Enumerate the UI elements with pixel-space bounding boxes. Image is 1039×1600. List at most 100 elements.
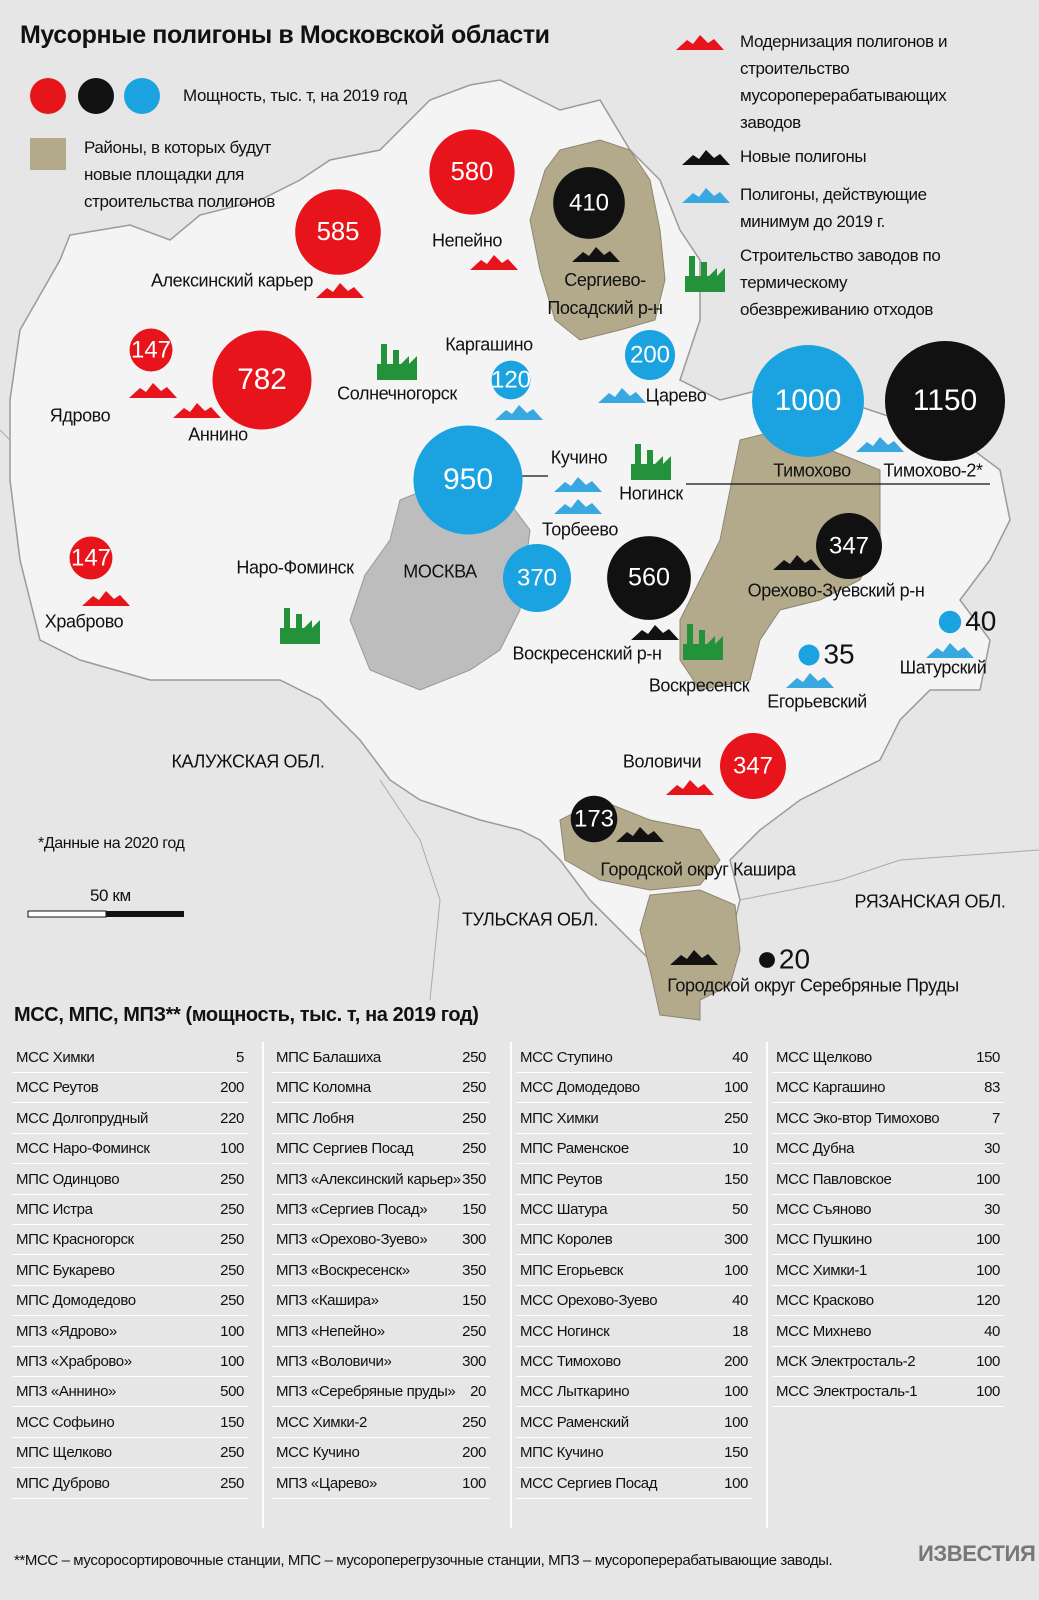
factory-icon	[401, 356, 417, 364]
landfill-icon	[856, 437, 904, 452]
station-name: МПЗ «Царево»	[276, 1474, 377, 1492]
table-row: МПС Коломна 250	[272, 1073, 490, 1104]
table-row: МПЗ «Непейно» 250	[272, 1317, 490, 1347]
station-name: МСС Домодедово	[520, 1079, 640, 1097]
station-capacity: 40	[984, 1322, 1000, 1340]
station-capacity: 150	[462, 1292, 486, 1310]
table-row: МПС Лобня 250	[272, 1104, 490, 1134]
table-row: МПС Кучино 150	[516, 1438, 752, 1469]
table-row: МПС Сергиев Посад 250	[272, 1134, 490, 1165]
capacity-label: 40	[965, 605, 996, 636]
factory-icon	[393, 350, 399, 366]
station-name: МСС Химки-1	[776, 1261, 867, 1279]
station-name: МПС Дуброво	[16, 1474, 110, 1492]
station-capacity: 30	[984, 1140, 1000, 1158]
legend-label: Полигоны, действующие минимум до 2019 г.	[740, 185, 927, 231]
station-name: МСС Реутов	[16, 1079, 99, 1097]
capacity-label: 1150	[913, 384, 978, 417]
table-row: МСС Химки 5	[12, 1043, 248, 1073]
station-name: МСС Ногинск	[520, 1322, 610, 1340]
map: 585 580 410 147 782 120 200 1000 1150 950 147 370 56…	[0, 35, 1039, 1021]
capacity-label: 347	[829, 532, 869, 559]
table-row: МСС Ногинск 18	[516, 1317, 752, 1347]
station-name: МПЗ «Кашира»	[276, 1292, 379, 1310]
station-name: МПС Реутов	[520, 1170, 603, 1188]
table-row: МСС Софьино 150	[12, 1408, 248, 1438]
station-capacity: 150	[220, 1413, 244, 1431]
table-row: МПЗ «Воловичи» 300	[272, 1347, 490, 1377]
region-label: РЯЗАНСКАЯ ОБЛ.	[854, 891, 1006, 912]
station-name: МСС Тимохово	[520, 1353, 621, 1370]
border	[739, 849, 1039, 901]
capacity-circle	[759, 952, 775, 968]
station-name: МПС Красногорск	[16, 1231, 134, 1249]
landfill-icon	[676, 35, 724, 50]
station-capacity: 83	[984, 1079, 1000, 1097]
place-label: Каргашино	[445, 334, 533, 355]
table-row: МСС Наро-Фоминск 100	[12, 1134, 248, 1165]
station-capacity: 250	[462, 1413, 486, 1431]
landfill-icon	[786, 673, 834, 688]
capacity-circle	[429, 129, 515, 215]
station-capacity: 100	[976, 1231, 1000, 1249]
capacity-circle	[212, 330, 312, 430]
table-row: МСС Орехово-Зуево 40	[516, 1286, 752, 1317]
landfill-icon	[773, 555, 821, 570]
place-label: Воловичи	[622, 751, 702, 772]
legend-dot	[30, 78, 66, 114]
place-label: МОСКВА	[403, 561, 477, 582]
station-capacity: 100	[724, 1474, 748, 1492]
capacity-label: 560	[628, 564, 670, 592]
place-label: Непейно	[432, 230, 502, 251]
table-row: МПС Щелково 250	[12, 1438, 248, 1469]
table-row: МСС Дубна 30	[772, 1134, 1004, 1165]
station-capacity: 220	[220, 1109, 244, 1127]
table-row: МСС Химки-1 100	[772, 1256, 1004, 1286]
station-name: МСС Павловское	[776, 1170, 892, 1188]
landfill-icon	[82, 591, 130, 606]
table-row: МПЗ «Храброво» 100	[12, 1347, 248, 1377]
capacity-circle	[624, 329, 676, 381]
column-divider	[766, 1042, 768, 1528]
landfill-icon	[173, 403, 221, 418]
station-name: МПС Егорьевск	[520, 1261, 623, 1279]
table-row: МПС Реутов 150	[516, 1165, 752, 1195]
station-name: МСК Электросталь-2	[776, 1353, 916, 1370]
table-title: МСС, МПС, МПЗ** (мощность, тыс. т, на 20…	[14, 1004, 479, 1026]
station-capacity: 18	[732, 1322, 748, 1340]
landfill-icon	[316, 283, 364, 298]
station-name: МПС Сергиев Посад	[276, 1140, 414, 1158]
station-capacity: 250	[220, 1444, 244, 1462]
table-row: МСС Долгопрудный 220	[12, 1104, 248, 1134]
station-name: МСС Шатура	[520, 1201, 608, 1218]
table-row: МСС Красково 120	[772, 1286, 1004, 1317]
capacity-circle	[129, 328, 173, 372]
station-name: МСС Орехово-Зуево	[520, 1292, 658, 1310]
station-capacity: 250	[220, 1261, 244, 1279]
table-row: МПС Букарево 250	[12, 1256, 248, 1286]
station-name: МПЗ «Орехово-Зуево»	[276, 1231, 428, 1249]
station-capacity: 100	[220, 1322, 244, 1340]
station-capacity: 100	[220, 1353, 244, 1370]
table-row: МСС Каргашино 83	[772, 1073, 1004, 1104]
table-row: МПС Балашиха 250	[272, 1043, 490, 1073]
table-row: МСС Тимохово 200	[516, 1347, 752, 1377]
station-name: МПС Королев	[520, 1231, 613, 1249]
station-capacity: 250	[724, 1109, 748, 1127]
capacity-label: 35	[823, 638, 854, 669]
landfill-icon	[470, 255, 518, 270]
station-capacity: 300	[462, 1353, 486, 1370]
station-capacity: 250	[220, 1170, 244, 1188]
capacity-label: 147	[131, 336, 171, 363]
station-name: МСС Эко-втор Тимохово	[776, 1109, 940, 1127]
table-row: МПЗ «Царево» 100	[272, 1469, 490, 1499]
capacity-circle	[798, 644, 820, 666]
station-name: МСС Электросталь-1	[776, 1383, 918, 1401]
station-capacity: 7	[992, 1109, 1000, 1127]
table-row: МПС Красногорск 250	[12, 1225, 248, 1256]
table-row: МСС Шатура 50	[516, 1195, 752, 1225]
station-name: МПС Одинцово	[16, 1170, 120, 1188]
factory-icon	[631, 464, 671, 480]
landfill-icon	[554, 499, 602, 514]
station-name: МПЗ «Непейно»	[276, 1322, 385, 1340]
